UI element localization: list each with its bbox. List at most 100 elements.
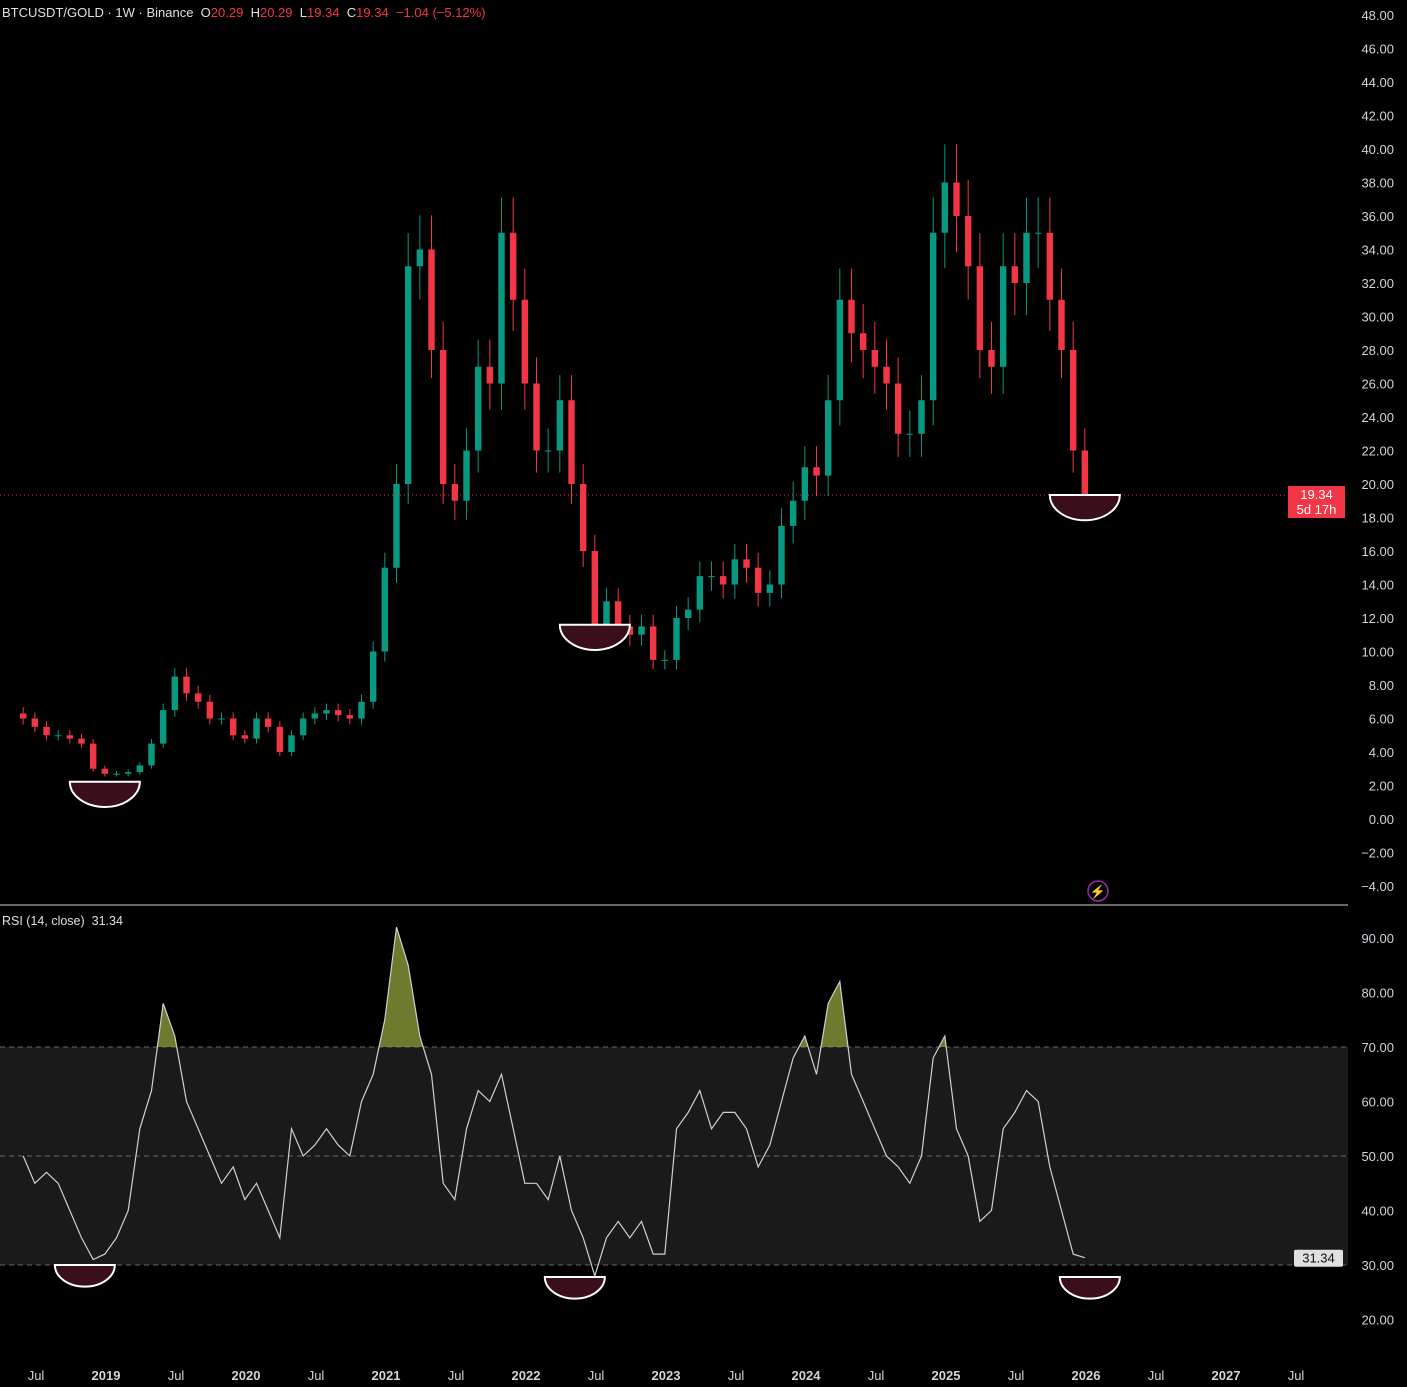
candle-body <box>894 383 902 434</box>
rsi-tick: 50.00 <box>1361 1149 1394 1164</box>
candle-body <box>1069 350 1077 451</box>
candle-body <box>649 626 657 660</box>
symbol-legend: BTCUSDT/GOLD · 1W · Binance O20.29 H20.2… <box>2 5 486 20</box>
rsi-tick: 30.00 <box>1361 1258 1394 1273</box>
rsi-badge-value: 31.34 <box>1302 1251 1335 1266</box>
time-tick: Jul <box>1008 1368 1025 1383</box>
price-tick: 46.00 <box>1361 42 1394 57</box>
price-tick: 16.00 <box>1361 544 1394 559</box>
candle-body <box>614 601 622 627</box>
candle-body <box>346 715 354 719</box>
candle-body <box>1034 232 1042 234</box>
price-tick: 22.00 <box>1361 444 1394 459</box>
rsi-tick: 70.00 <box>1361 1040 1394 1055</box>
candle-body <box>474 366 482 451</box>
candle-body <box>276 726 284 752</box>
price-tick: 32.00 <box>1361 276 1394 291</box>
time-tick: 2020 <box>232 1368 261 1383</box>
candle-body <box>369 651 377 702</box>
high-value: 20.29 <box>259 5 293 20</box>
candle-body <box>428 249 435 350</box>
lightning-icon <box>1087 880 1109 902</box>
candle-body <box>136 765 144 773</box>
candle-body <box>766 584 774 593</box>
candle-body <box>661 659 669 661</box>
time-tick: 2022 <box>512 1368 541 1383</box>
candle-body <box>241 735 249 739</box>
price-tick: 6.00 <box>1369 712 1394 727</box>
candle-body <box>941 182 949 233</box>
time-tick: Jul <box>1148 1368 1165 1383</box>
candle-body <box>789 500 797 526</box>
price-badge-value: 19.34 <box>1300 487 1333 502</box>
candle-body <box>323 710 330 714</box>
candle-body <box>206 701 214 719</box>
low-label: L <box>299 5 307 20</box>
open-value: 20.29 <box>210 5 244 20</box>
time-tick: Jul <box>728 1368 745 1383</box>
candle-body <box>358 701 365 719</box>
price-tick: 12.00 <box>1361 611 1394 626</box>
candle-body <box>311 713 319 719</box>
price-tick: 48.00 <box>1361 8 1394 23</box>
price-bottom-marker <box>68 780 141 808</box>
candle-body <box>253 718 260 739</box>
high-label: H <box>250 5 260 20</box>
rsi-tick: 40.00 <box>1361 1204 1394 1219</box>
candle-body <box>603 601 610 635</box>
candle-body <box>1023 232 1030 283</box>
candle-body <box>89 743 97 769</box>
rsi-tick: 90.00 <box>1361 931 1394 946</box>
candle-body <box>1058 299 1065 350</box>
price-badge <box>1288 486 1345 519</box>
price-tick: 2.00 <box>1369 779 1394 794</box>
candle-body <box>999 266 1007 367</box>
price-tick: 42.00 <box>1361 109 1394 124</box>
candle-body <box>66 735 74 739</box>
rsi-line <box>22 926 1085 1278</box>
close-value: 19.34 <box>356 5 389 20</box>
time-tick: 2021 <box>372 1368 401 1383</box>
time-tick: 2025 <box>932 1368 961 1383</box>
rsi-bottom-marker <box>53 1264 116 1288</box>
rsi-bottom-marker <box>1058 1276 1121 1300</box>
candle-body <box>194 693 202 702</box>
candle-body <box>124 772 132 774</box>
candle-body <box>708 576 715 578</box>
candle-body <box>264 718 272 727</box>
time-tick: Jul <box>308 1368 325 1383</box>
candle-body <box>544 450 552 452</box>
time-tick: Jul <box>448 1368 465 1383</box>
close-label: C <box>346 5 357 20</box>
candle-body <box>416 249 424 267</box>
candle-body <box>953 182 960 216</box>
candle-body <box>1081 450 1089 496</box>
time-tick: 2027 <box>1212 1368 1241 1383</box>
candle-body <box>299 718 307 736</box>
price-tick: 26.00 <box>1361 377 1394 392</box>
candle-body <box>183 676 190 694</box>
candle-body <box>684 609 692 618</box>
candle-body <box>964 216 972 267</box>
rsi-tick: 60.00 <box>1361 1095 1394 1110</box>
time-tick: 2019 <box>92 1368 121 1383</box>
candle-body <box>381 567 389 652</box>
candle-body <box>743 559 750 568</box>
candle-body <box>393 484 400 568</box>
candle-body <box>568 400 575 484</box>
candle-body <box>463 450 470 501</box>
price-tick: 18.00 <box>1361 511 1394 526</box>
rsi-legend[interactable]: RSI (14, close) 31.34 <box>2 914 123 928</box>
time-tick: 2023 <box>652 1368 681 1383</box>
price-tick: 28.00 <box>1361 343 1394 358</box>
price-tick: 10.00 <box>1361 645 1394 660</box>
time-tick: Jul <box>868 1368 885 1383</box>
candle-body <box>836 299 844 401</box>
candle-body <box>638 626 645 635</box>
price-tick: 20.00 <box>1361 477 1394 492</box>
candle-body <box>229 718 237 736</box>
candle-body <box>988 350 995 367</box>
price-tick: 4.00 <box>1369 745 1394 760</box>
symbol-title[interactable]: BTCUSDT/GOLD · 1W · Binance <box>2 5 194 20</box>
